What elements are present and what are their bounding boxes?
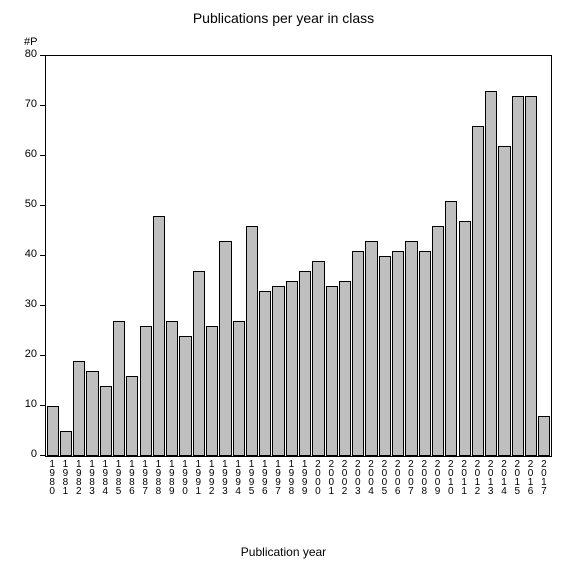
- x-tick-label: 1986: [126, 459, 136, 495]
- bar: [179, 336, 191, 456]
- bar: [339, 281, 351, 456]
- bar: [246, 226, 258, 456]
- y-tick-label: 10: [15, 398, 37, 410]
- y-tick: [40, 155, 45, 156]
- y-tick-label: 20: [15, 348, 37, 360]
- bar: [326, 286, 338, 456]
- x-axis-title: Publication year: [0, 545, 567, 559]
- x-tick-label: 2011: [459, 459, 469, 495]
- y-tick: [40, 455, 45, 456]
- y-tick-label: 70: [15, 98, 37, 110]
- x-tick-label: 2017: [538, 459, 548, 495]
- bar: [126, 376, 138, 456]
- bar: [219, 241, 231, 456]
- x-tick-label: 2009: [432, 459, 442, 495]
- bar: [73, 361, 85, 456]
- bar: [379, 256, 391, 456]
- bar: [512, 96, 524, 456]
- y-tick: [40, 255, 45, 256]
- x-tick-label: 1993: [219, 459, 229, 495]
- bar: [432, 226, 444, 456]
- x-tick-label: 2004: [366, 459, 376, 495]
- x-tick-label: 1990: [180, 459, 190, 495]
- x-tick-label: 1982: [73, 459, 83, 495]
- x-tick-label: 2015: [512, 459, 522, 495]
- plot-area: [45, 55, 552, 457]
- y-tick: [40, 405, 45, 406]
- x-tick-label: 2016: [525, 459, 535, 495]
- bar: [472, 126, 484, 456]
- bar: [153, 216, 165, 456]
- x-tick-label: 1999: [299, 459, 309, 495]
- bar: [272, 286, 284, 456]
- y-tick: [40, 55, 45, 56]
- y-tick-label: 80: [15, 48, 37, 60]
- y-tick-label: 40: [15, 248, 37, 260]
- x-tick-label: 1997: [273, 459, 283, 495]
- bar: [365, 241, 377, 456]
- bar: [405, 241, 417, 456]
- bar: [525, 96, 537, 456]
- x-tick-label: 2012: [472, 459, 482, 495]
- bar: [233, 321, 245, 456]
- bar: [100, 386, 112, 456]
- x-tick-label: 2013: [485, 459, 495, 495]
- bar: [60, 431, 72, 456]
- y-tick: [40, 355, 45, 356]
- bar: [538, 416, 550, 456]
- x-tick-label: 2014: [498, 459, 508, 495]
- x-tick-label: 1998: [286, 459, 296, 495]
- bar: [352, 251, 364, 456]
- x-tick-label: 1981: [60, 459, 70, 495]
- x-tick-label: 2000: [312, 459, 322, 495]
- x-tick-label: 2001: [326, 459, 336, 495]
- chart-title: Publications per year in class: [0, 10, 567, 26]
- bar: [47, 406, 59, 456]
- bar: [86, 371, 98, 456]
- bar: [312, 261, 324, 456]
- x-tick-label: 1987: [140, 459, 150, 495]
- x-tick-label: 1995: [246, 459, 256, 495]
- y-tick-label: 50: [15, 198, 37, 210]
- bar: [445, 201, 457, 456]
- x-tick-label: 1989: [166, 459, 176, 495]
- chart-container: Publications per year in class #P 0 10 20 3…: [0, 0, 567, 567]
- x-tick-label: 1980: [47, 459, 57, 495]
- x-tick-label: 1994: [233, 459, 243, 495]
- y-axis-label: #P: [24, 36, 37, 48]
- bar: [193, 271, 205, 456]
- bar: [286, 281, 298, 456]
- x-tick-label: 1992: [206, 459, 216, 495]
- bar: [498, 146, 510, 456]
- bar: [299, 271, 311, 456]
- x-tick-label: 1988: [153, 459, 163, 495]
- bar: [113, 321, 125, 456]
- bar: [485, 91, 497, 456]
- x-tick-label: 1983: [87, 459, 97, 495]
- y-tick-label: 60: [15, 148, 37, 160]
- x-tick-label: 1985: [113, 459, 123, 495]
- bar: [459, 221, 471, 456]
- x-tick-label: 2006: [392, 459, 402, 495]
- x-tick-label: 2010: [445, 459, 455, 495]
- x-tick-label: 2007: [405, 459, 415, 495]
- x-tick-label: 1984: [100, 459, 110, 495]
- x-tick-label: 2003: [352, 459, 362, 495]
- bar: [392, 251, 404, 456]
- y-tick-label: 30: [15, 298, 37, 310]
- bar: [206, 326, 218, 456]
- y-tick: [40, 205, 45, 206]
- bar: [419, 251, 431, 456]
- bar: [259, 291, 271, 456]
- bar: [140, 326, 152, 456]
- y-tick: [40, 305, 45, 306]
- y-tick: [40, 105, 45, 106]
- x-tick-label: 2002: [339, 459, 349, 495]
- x-tick-label: 2008: [419, 459, 429, 495]
- y-tick-label: 0: [15, 448, 37, 460]
- x-tick-label: 2005: [379, 459, 389, 495]
- bar: [166, 321, 178, 456]
- x-tick-label: 1996: [259, 459, 269, 495]
- x-tick-label: 1991: [193, 459, 203, 495]
